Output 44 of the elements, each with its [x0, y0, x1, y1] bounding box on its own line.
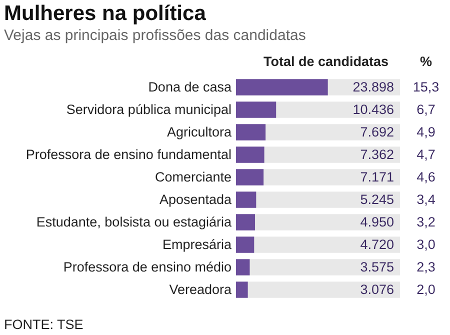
data-label: 4.950	[360, 214, 394, 230]
y-tick-label: Vereadora	[169, 282, 232, 297]
text: 4,9	[416, 124, 436, 140]
text: 2,3	[416, 259, 436, 274]
data-label: 10.436	[352, 102, 394, 117]
chart-title: Mulheres na política	[4, 2, 206, 25]
bar	[236, 124, 266, 140]
source-note: FONTE: TSE	[4, 317, 84, 332]
data-label: 3.076	[360, 282, 394, 297]
bar	[236, 236, 254, 253]
chart-subtitle: Vejas as principais profissões das candidatas	[4, 27, 306, 44]
text: 3,0	[416, 236, 436, 252]
text: %	[420, 54, 432, 69]
bar	[236, 214, 256, 230]
text: 15,3	[412, 79, 440, 94]
data-label: 3.575	[360, 259, 394, 274]
y-tick-label: Professora de ensino médio	[63, 259, 232, 274]
y-tick-label: Comerciante	[154, 169, 232, 184]
data-label: 7.692	[360, 124, 394, 140]
data-label: 4.720	[360, 236, 394, 252]
data-label: 5.245	[360, 192, 394, 207]
y-tick-label: Servidora pública municipal	[66, 102, 232, 117]
bar	[236, 146, 264, 163]
text: 2,0	[416, 282, 436, 297]
data-label: 23.898	[352, 79, 394, 94]
bar	[236, 282, 248, 298]
text: 3,4	[416, 192, 436, 207]
y-tick-label: Aposentada	[159, 192, 232, 207]
text: Total de candidatas	[263, 54, 389, 69]
text: 4,6	[416, 169, 436, 184]
y-tick-label: Professora de ensino fundamental	[26, 146, 232, 162]
y-tick-label: Agricultora	[166, 124, 232, 140]
data-label: 7.171	[360, 169, 394, 184]
y-tick-label: Empresária	[162, 236, 232, 252]
data-label: 7.362	[360, 146, 394, 162]
text: 3,2	[416, 214, 436, 230]
y-tick-label: Dona de casa	[148, 79, 232, 94]
text: 6,7	[416, 102, 436, 117]
bar	[236, 192, 256, 208]
bar	[236, 259, 250, 276]
text: 4,7	[416, 146, 436, 162]
y-tick-label: Estudante, bolsista ou estagiária	[36, 214, 232, 230]
bar	[236, 169, 264, 186]
bar	[236, 102, 276, 118]
